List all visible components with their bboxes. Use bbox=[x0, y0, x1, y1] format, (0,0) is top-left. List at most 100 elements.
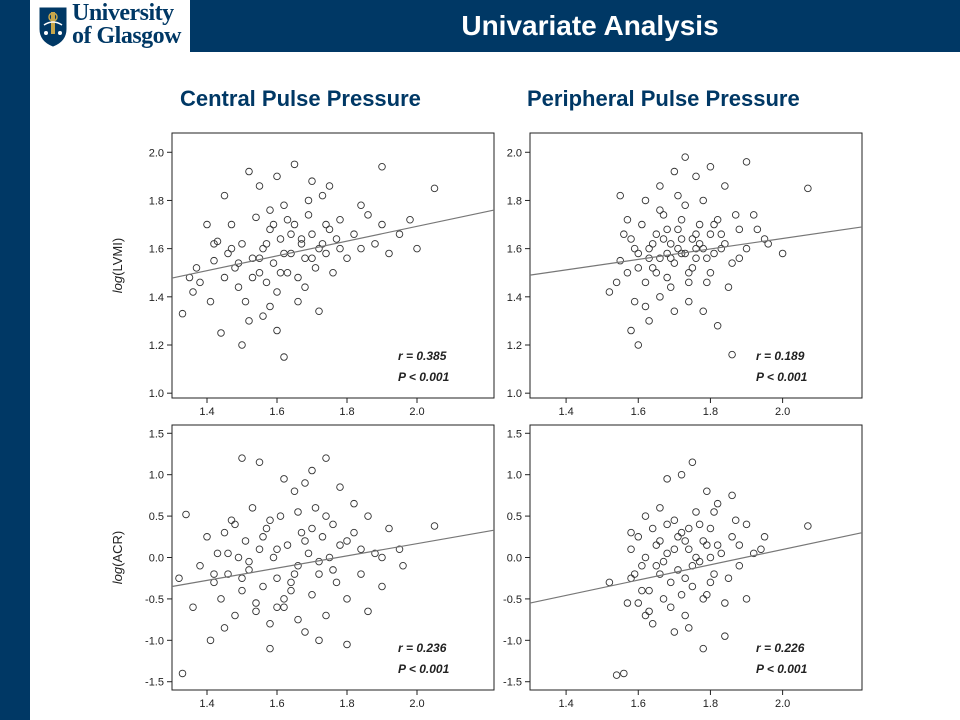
data-point bbox=[262, 240, 271, 248]
data-point bbox=[699, 644, 707, 653]
y-tick-label: 1.6 bbox=[507, 244, 522, 256]
data-point bbox=[724, 283, 733, 291]
scatter-panel-1: 1.0 1.2 1.4 1.6 1.8 2.0 1.4 1.6 1.8 2.0 r = 0.385 P… bbox=[110, 132, 495, 418]
x-tick-label: 1.6 bbox=[269, 406, 284, 418]
data-point bbox=[692, 553, 700, 562]
data-point bbox=[728, 491, 736, 500]
data-point bbox=[266, 225, 274, 234]
logo-line-1: University bbox=[72, 0, 174, 26]
data-point bbox=[269, 553, 278, 562]
data-point bbox=[620, 230, 628, 238]
data-point bbox=[304, 549, 313, 558]
data-point bbox=[378, 162, 386, 171]
data-point bbox=[663, 475, 671, 483]
data-point bbox=[670, 259, 679, 267]
data-point bbox=[266, 620, 274, 628]
data-point bbox=[804, 184, 812, 193]
slide-title: Univariate Analysis bbox=[461, 10, 719, 41]
data-point bbox=[325, 182, 334, 190]
data-point bbox=[699, 244, 707, 253]
data-point bbox=[273, 172, 281, 181]
data-point bbox=[695, 220, 704, 229]
data-point bbox=[220, 624, 229, 632]
data-point bbox=[357, 570, 365, 578]
column-title-peripheral: Peripheral Pulse Pressure bbox=[527, 86, 800, 111]
data-point bbox=[385, 249, 393, 258]
data-point bbox=[634, 264, 643, 272]
data-point bbox=[656, 206, 664, 214]
data-point bbox=[276, 512, 285, 520]
data-point bbox=[234, 553, 243, 562]
data-point bbox=[178, 669, 187, 678]
data-point bbox=[273, 545, 281, 553]
data-point bbox=[674, 225, 682, 234]
y-tick-label: 1.0 bbox=[507, 388, 522, 400]
data-point bbox=[217, 595, 225, 603]
data-point bbox=[283, 215, 292, 224]
stat-p-label: P < 0.001 bbox=[398, 370, 450, 384]
data-point bbox=[677, 470, 686, 479]
data-point bbox=[262, 278, 271, 287]
y-tick-label: 1.0 bbox=[149, 470, 164, 482]
data-point bbox=[674, 244, 682, 253]
data-point bbox=[217, 329, 225, 337]
data-point bbox=[343, 254, 351, 263]
data-point bbox=[259, 244, 267, 253]
data-point bbox=[378, 582, 386, 591]
data-point bbox=[721, 182, 729, 190]
trend-line bbox=[171, 209, 495, 279]
stat-r-label: r = 0.226 bbox=[756, 641, 805, 655]
data-point bbox=[378, 220, 386, 229]
data-point bbox=[196, 278, 204, 287]
data-point bbox=[269, 259, 278, 267]
data-point bbox=[301, 537, 309, 545]
data-point bbox=[677, 591, 686, 599]
data-point bbox=[648, 240, 657, 248]
data-point bbox=[269, 220, 278, 229]
data-point bbox=[670, 545, 679, 553]
data-point bbox=[670, 628, 679, 636]
data-point bbox=[220, 191, 229, 200]
data-point bbox=[332, 578, 341, 587]
scatter-panel-4: -1.5 -1.0 -0.5 0.0 0.5 1.0 1.5 1.4 1.6 1.8 2.0 r = … bbox=[503, 424, 863, 710]
data-point bbox=[663, 273, 671, 282]
x-tick-label: 1.6 bbox=[631, 698, 646, 710]
data-point bbox=[623, 215, 632, 224]
stat-r-label: r = 0.385 bbox=[398, 349, 447, 363]
data-point bbox=[652, 541, 661, 549]
data-point bbox=[692, 244, 700, 253]
x-tick-label: 1.4 bbox=[199, 698, 214, 710]
data-point bbox=[255, 182, 264, 190]
data-point bbox=[315, 636, 323, 645]
data-point bbox=[280, 595, 288, 603]
data-point bbox=[210, 256, 218, 265]
data-point bbox=[192, 264, 201, 272]
data-point bbox=[760, 235, 769, 243]
data-point bbox=[666, 578, 675, 587]
data-point bbox=[634, 533, 643, 541]
data-point bbox=[378, 553, 386, 562]
data-point bbox=[273, 603, 281, 611]
data-point bbox=[266, 516, 274, 524]
data-point bbox=[638, 586, 646, 595]
data-point bbox=[630, 297, 639, 306]
data-point bbox=[276, 235, 285, 243]
y-axis-label-log: log bbox=[110, 275, 125, 293]
data-point bbox=[357, 545, 365, 553]
data-point bbox=[724, 574, 733, 582]
plot-frame bbox=[529, 132, 863, 399]
data-point bbox=[364, 211, 372, 219]
y-tick-label: 1.8 bbox=[507, 195, 522, 207]
data-point bbox=[287, 586, 295, 595]
data-point bbox=[290, 487, 299, 496]
y-tick-label: 2.0 bbox=[507, 147, 522, 159]
y-tick-label: -0.5 bbox=[503, 594, 522, 606]
y-axis-label-var: (LVMI) bbox=[110, 238, 125, 276]
data-point bbox=[648, 620, 657, 628]
data-point bbox=[301, 628, 309, 636]
data-point bbox=[703, 278, 711, 287]
data-point bbox=[612, 278, 621, 287]
data-point bbox=[318, 240, 327, 248]
data-point bbox=[182, 510, 190, 519]
data-point bbox=[706, 578, 715, 587]
